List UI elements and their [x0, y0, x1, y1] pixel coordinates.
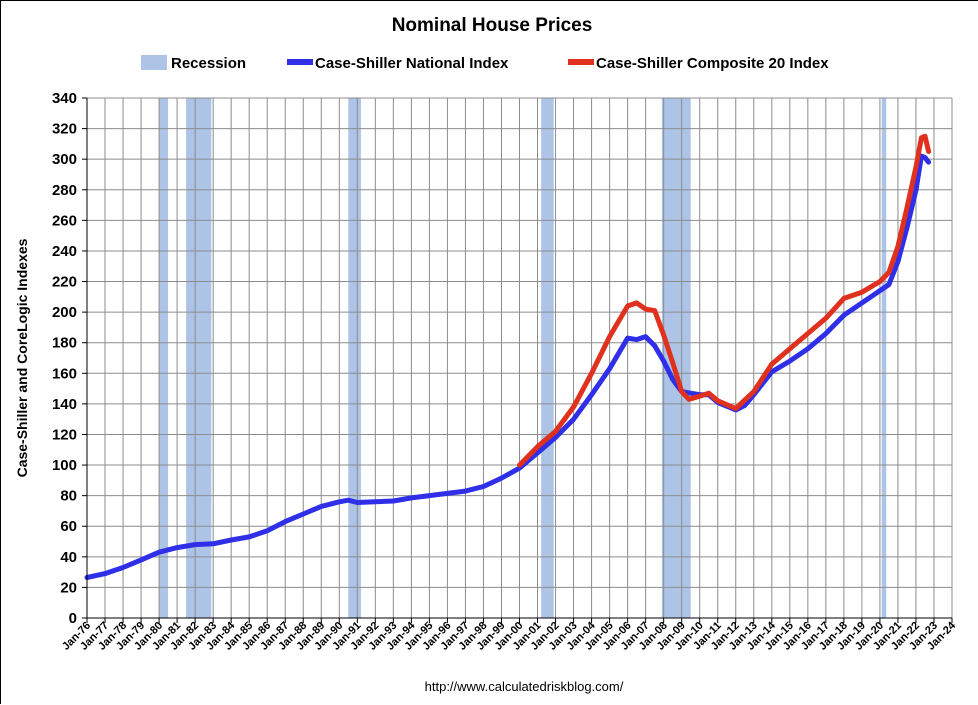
legend-recession-label: Recession	[171, 55, 246, 72]
series-line-0	[84, 153, 932, 580]
series-line-1	[517, 133, 932, 468]
y-tick-label-16: 320	[52, 121, 77, 138]
y-tick-label-15: 300	[52, 151, 77, 168]
grid-lines	[87, 97, 953, 618]
y-tick-label-8: 160	[52, 365, 77, 382]
chart-title: Nominal House Prices	[392, 15, 593, 36]
legend-recession-swatch	[141, 55, 167, 70]
y-tick-label-14: 280	[52, 182, 77, 199]
recession-band-2	[348, 98, 361, 618]
recession-bands	[159, 98, 887, 618]
y-tick-label-2: 40	[60, 549, 77, 566]
y-tick-label-11: 220	[52, 274, 77, 291]
y-tick-label-5: 100	[52, 457, 77, 474]
y-tick-labels: 0 20 40 60 80 100 120 140 160 180 200 220 240 260 280 3…	[52, 90, 77, 627]
recession-band-0	[159, 98, 169, 618]
y-tick-label-9: 180	[52, 335, 77, 352]
legend: Recession Case-Shiller National Index Ca…	[141, 55, 829, 72]
y-tick-label-10: 200	[52, 304, 77, 321]
y-tick-label-0: 0	[69, 610, 77, 627]
recession-band-3	[541, 98, 554, 618]
recession-band-4	[661, 98, 691, 618]
y-tick-label-3: 60	[60, 518, 77, 535]
series-lines	[84, 133, 932, 580]
recession-band-1	[186, 98, 212, 618]
legend-national-label: Case-Shiller National Index	[315, 55, 509, 72]
source-url: http://www.calculatedriskblog.com/	[425, 679, 624, 694]
y-tick-label-1: 20	[60, 579, 77, 596]
recession-band-5	[881, 98, 887, 618]
y-axis-label: Case-Shiller and CoreLogic Indexes	[14, 238, 30, 477]
y-tick-label-12: 240	[52, 243, 77, 260]
y-tick-label-17: 340	[52, 90, 77, 107]
legend-composite-label: Case-Shiller Composite 20 Index	[596, 55, 829, 72]
y-tick-label-13: 260	[52, 212, 77, 229]
axes	[82, 97, 953, 623]
y-tick-label-7: 140	[52, 396, 77, 413]
x-tick-labels: Jan-76Jan-77Jan-78Jan-79Jan-80Jan-81Jan-…	[60, 619, 959, 653]
y-tick-label-6: 120	[52, 426, 77, 443]
y-tick-label-4: 80	[60, 488, 77, 505]
